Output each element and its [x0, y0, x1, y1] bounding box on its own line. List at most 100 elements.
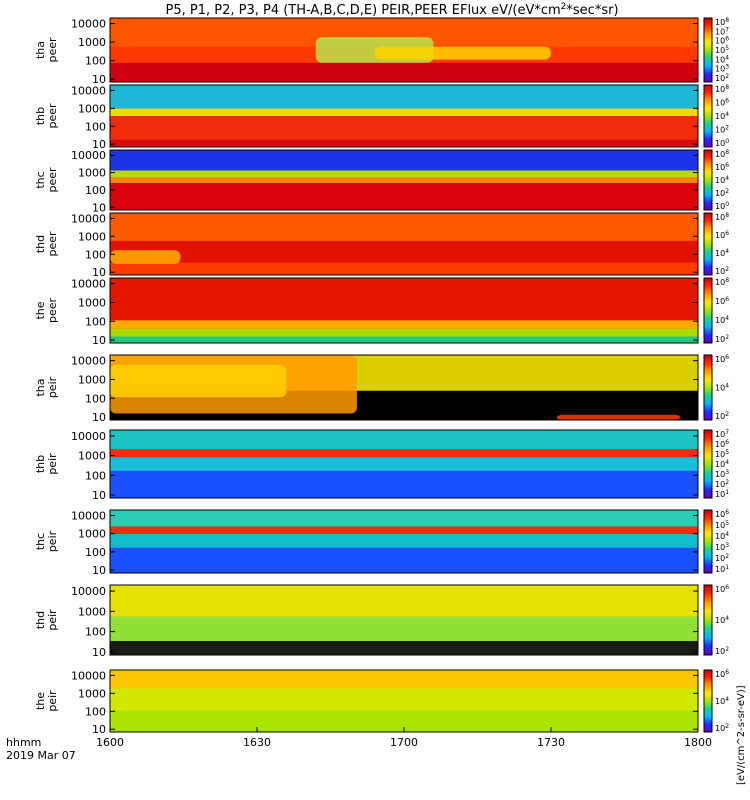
energy-band: [110, 85, 698, 109]
y-tick-label: 10000: [71, 355, 106, 368]
y-tick-label: 1000: [78, 373, 106, 386]
colorbar-tick-label: 102: [715, 266, 729, 277]
panel-label: thb: [34, 107, 47, 125]
y-tick-label: 10: [92, 266, 106, 279]
panel-label: peir: [46, 690, 59, 712]
energy-band: [110, 526, 698, 534]
panel-3: 10 100 1000 10000 thc peer 108 106 104 102 100: [34, 149, 729, 215]
colorbar-tick-label: 108: [715, 149, 729, 160]
energy-band: [110, 616, 698, 641]
colorbar: [703, 354, 713, 421]
x-tick-label: 1700: [390, 736, 418, 749]
energy-band: [110, 688, 698, 711]
colorbar-tick-label: 102: [715, 124, 729, 135]
y-tick-label: 100: [85, 626, 106, 639]
colorbar: [703, 212, 713, 276]
energy-band: [110, 320, 698, 329]
energy-band: [110, 449, 698, 458]
colorbar-tick-label: 102: [715, 411, 729, 422]
flux-region: [374, 46, 551, 60]
panel-9: 10 100 1000 10000 thd peir 106 104 102: [34, 584, 729, 659]
panel-label: peir: [46, 453, 59, 475]
flux-region: [110, 364, 287, 398]
panel-frame: [109, 277, 699, 344]
energy-band: [110, 177, 698, 183]
y-tick-label: 10: [92, 564, 106, 577]
colorbar-tick-label: 107: [715, 429, 729, 440]
colorbar: [703, 277, 713, 344]
panel-6: 10 100 1000 10000 tha peir 106 104 102: [34, 354, 729, 425]
colorbar: [703, 17, 713, 83]
y-tick-label: 10: [92, 723, 106, 736]
colorbar-tick-label: 101: [715, 564, 729, 575]
energy-band: [110, 430, 698, 450]
colorbar-tick-label: 104: [715, 54, 729, 64]
energy-band: [110, 328, 698, 337]
panel-label: thc: [34, 533, 47, 550]
energy-band: [110, 139, 698, 147]
energy-band: [110, 533, 698, 548]
panel-label: thd: [34, 235, 47, 253]
colorbar: [703, 669, 713, 733]
energy-band: [110, 278, 698, 321]
y-tick-label: 100: [85, 184, 106, 197]
energy-band: [110, 336, 698, 343]
y-tick-label: 10: [92, 489, 106, 502]
colorbar-tick-label: 102: [715, 646, 729, 657]
energy-band: [110, 150, 698, 171]
energy-band: [110, 457, 698, 471]
colorbar-tick-label: 104: [715, 248, 729, 259]
y-tick-label: 1000: [78, 450, 106, 463]
panel-label: peer: [46, 37, 59, 63]
y-tick-label: 10000: [71, 430, 106, 443]
date-label: 2019 Mar 07: [6, 749, 76, 762]
energy-band: [110, 710, 698, 732]
y-tick-label: 10: [92, 138, 106, 151]
colorbar: [703, 584, 713, 656]
panel-frame: [109, 84, 699, 148]
panel-label: peir: [46, 376, 59, 398]
panel-5: 10 100 1000 10000 the peer 108 106 104 102: [34, 277, 729, 348]
colorbar-tick-label: 104: [715, 382, 729, 393]
panel-label: the: [34, 692, 47, 710]
colorbar-tick-label: 102: [715, 73, 729, 84]
energy-band: [110, 585, 698, 617]
colorbar: [703, 84, 713, 148]
y-tick-label: 10: [92, 201, 106, 214]
colorbar-tick-label: 104: [715, 315, 729, 326]
y-tick-label: 100: [85, 120, 106, 133]
y-tick-label: 10000: [71, 84, 106, 97]
y-tick-label: 100: [85, 315, 106, 328]
colorbar-tick-label: 108: [715, 17, 729, 28]
colorbar: [703, 429, 713, 499]
colorbar-tick-label: 106: [715, 296, 729, 307]
chart-title: P5, P1, P2, P3, P4 (TH-A,B,C,D,E) PEIR,P…: [165, 2, 618, 18]
colorbar-tick-label: 106: [715, 439, 729, 450]
colorbar-tick-label: 102: [715, 188, 729, 199]
colorbar-tick-label: 106: [715, 97, 729, 108]
colorbar-tick-label: 102: [715, 479, 729, 490]
colorbar-tick-label: 102: [715, 553, 729, 564]
panel-label: peer: [46, 298, 59, 324]
y-tick-label: 1000: [78, 102, 106, 115]
y-tick-label: 10000: [71, 18, 106, 31]
colorbar-tick-label: 100: [715, 201, 729, 212]
colorbar-tick-label: 104: [715, 175, 729, 186]
y-tick-label: 1000: [78, 605, 106, 618]
energy-band: [110, 108, 698, 116]
y-tick-label: 10000: [71, 278, 106, 291]
panel-frame: [109, 354, 699, 421]
y-tick-label: 10: [92, 334, 106, 347]
colorbar-tick-label: 108: [715, 277, 729, 288]
energy-band: [110, 641, 698, 655]
colorbar-tick-label: 106: [715, 162, 729, 173]
energy-band: [110, 62, 698, 82]
x-tick-label: 1800: [684, 736, 712, 749]
y-tick-label: 1000: [78, 528, 106, 541]
colorbar-tick-label: 100: [715, 138, 729, 149]
panel-label: tha: [34, 41, 47, 59]
